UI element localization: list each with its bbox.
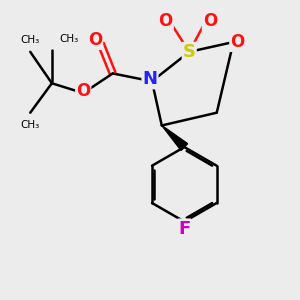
Text: O: O — [159, 12, 173, 30]
Text: O: O — [203, 12, 217, 30]
Text: S: S — [183, 43, 196, 61]
Text: CH₃: CH₃ — [21, 35, 40, 45]
Text: O: O — [230, 33, 244, 51]
Text: O: O — [76, 82, 90, 100]
Text: F: F — [178, 220, 190, 238]
Text: O: O — [88, 31, 102, 49]
Polygon shape — [162, 125, 188, 151]
Text: CH₃: CH₃ — [21, 120, 40, 130]
Text: CH₃: CH₃ — [60, 34, 79, 44]
Text: N: N — [142, 70, 158, 88]
